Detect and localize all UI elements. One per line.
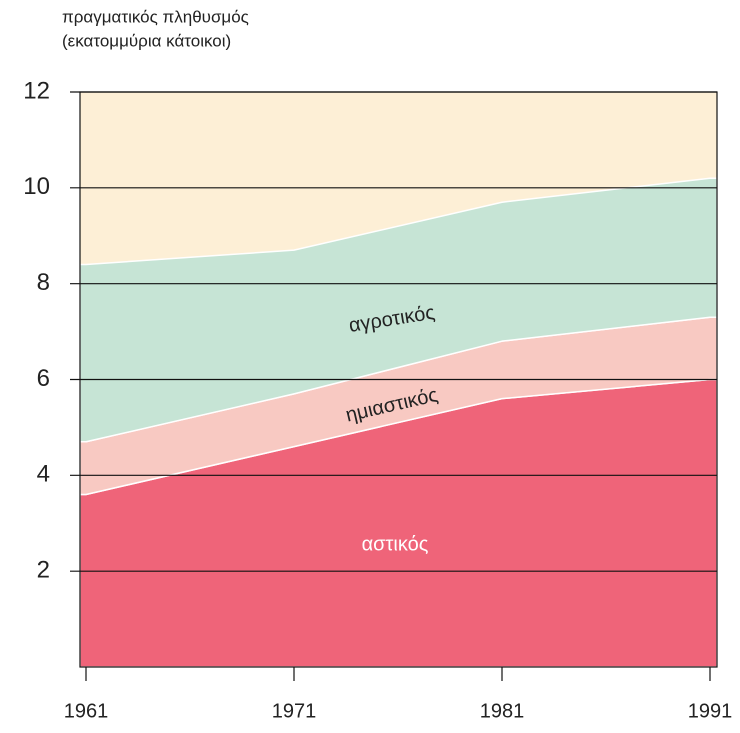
x-tick-label: 1991 — [688, 700, 733, 722]
x-tick-label: 1981 — [480, 700, 525, 722]
y-axis-label: πραγματικός πληθυσμός — [62, 7, 249, 26]
y-tick-label: 4 — [37, 461, 50, 488]
x-tick-label: 1971 — [272, 700, 317, 722]
y-tick-label: 2 — [37, 557, 50, 584]
y-axis-label: (εκατομμύρια κάτοικοι) — [62, 31, 231, 50]
y-tick-label: 12 — [23, 77, 50, 104]
y-tick-label: 8 — [37, 269, 50, 296]
area-label: αστικός — [362, 533, 429, 555]
x-tick-label: 1961 — [64, 700, 109, 722]
y-tick-label: 6 — [37, 365, 50, 392]
y-tick-label: 10 — [23, 173, 50, 200]
plot-frame — [79, 91, 718, 668]
